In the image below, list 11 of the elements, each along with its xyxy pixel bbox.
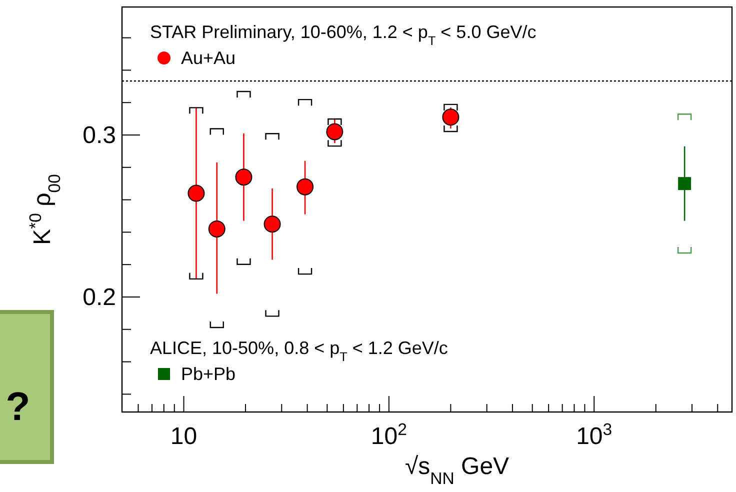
text: ? xyxy=(6,385,30,429)
x-tick-label: 10$^{2}$ xyxy=(370,420,407,450)
annotation: ALICE, 10-50%, 0.8 < p$_{T}$ < 1.2 GeV/c xyxy=(150,338,448,364)
legend-label: Au+Au xyxy=(181,48,236,68)
y-tick-label: 0.2 xyxy=(82,284,116,311)
x-tick-label: 10$^{3}$ xyxy=(576,420,612,450)
legend-label: Pb+Pb xyxy=(181,364,236,384)
annotation: STAR Preliminary, 10-60%, 1.2 < p$_{T}$ < 5.0 GeV/c xyxy=(150,22,536,48)
x-tick-label: 10 xyxy=(170,423,198,450)
x-axis-title: √s$_{NN}$ GeV xyxy=(404,453,510,488)
y-tick-label: 0.3 xyxy=(82,122,116,149)
